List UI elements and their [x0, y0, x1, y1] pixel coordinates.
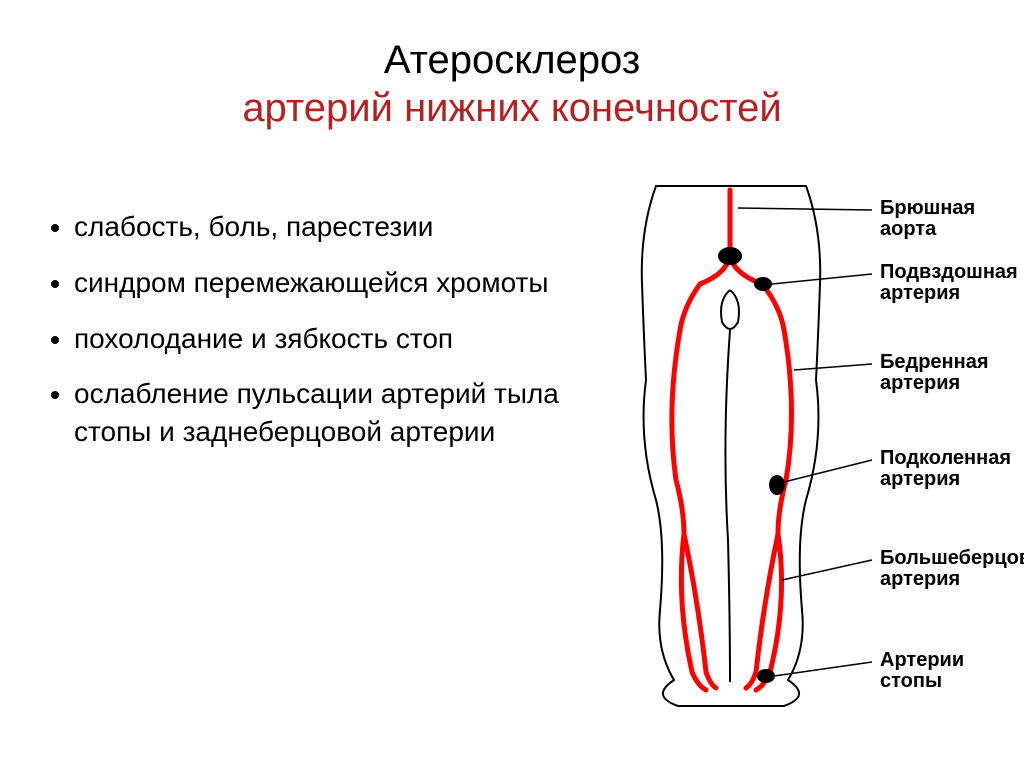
label-femoral: Бедреннаяартерия: [880, 352, 989, 394]
label-foot: Артериистопы: [880, 650, 964, 692]
body-row: слабость, боль, парестезии синдром перем…: [40, 180, 984, 720]
list-item: похолодание и зябкость стоп: [74, 320, 580, 358]
bullet-ul: слабость, боль, парестезии синдром перем…: [40, 208, 580, 451]
title-line2: артерий нижних конечностей: [40, 84, 984, 132]
list-item: синдром перемежающейся хромоты: [74, 264, 580, 302]
label-popliteal: Подколеннаяартерия: [880, 448, 1011, 490]
label-iliac: Подвздошнаяартерия: [880, 262, 1018, 304]
symptom-list: слабость, боль, парестезии синдром перем…: [40, 180, 580, 469]
list-item: ослабление пульсации артерий тыла стопы …: [74, 375, 580, 451]
label-aorta: Брюшнаяаорта: [880, 198, 975, 240]
artery-diagram: Брюшнаяаорта Подвздошнаяартерия Бедренна…: [580, 180, 984, 720]
label-tibial: Большеберцоваяартерия: [880, 548, 1024, 590]
title-block: Атеросклероз артерий нижних конечностей: [40, 36, 984, 132]
list-item: слабость, боль, парестезии: [74, 208, 580, 246]
title-line1: Атеросклероз: [40, 36, 984, 84]
slide-root: Атеросклероз артерий нижних конечностей …: [0, 0, 1024, 767]
